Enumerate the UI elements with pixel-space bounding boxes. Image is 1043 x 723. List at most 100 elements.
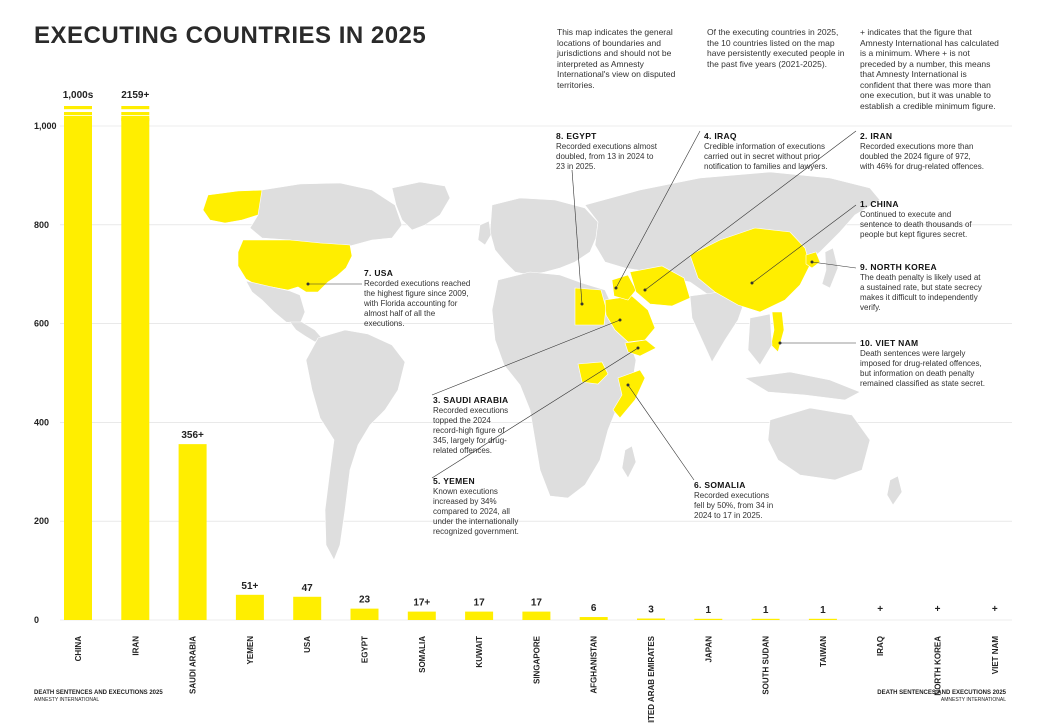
value-label: 17 (474, 598, 486, 609)
map-iraq (611, 274, 637, 301)
category-label: UNITED ARAB EMIRATES (647, 635, 656, 723)
y-tick-label: 1,000 (34, 121, 57, 131)
leader-dot (643, 288, 647, 292)
bar-break-segment (64, 118, 92, 122)
bar (407, 611, 436, 620)
leader-dot (750, 281, 754, 285)
value-label: + (992, 604, 998, 615)
bar (637, 618, 665, 620)
footer-right-title: DEATH SENTENCES AND EXECUTIONS 2025 (877, 690, 1006, 696)
bar-break-segment (64, 112, 92, 116)
note-saudi-arabia-title: 3. SAUDI ARABIA (433, 395, 509, 405)
category-label: NORTH KOREA (934, 636, 943, 696)
map-yemen (624, 339, 657, 357)
y-tick-label: 0 (34, 615, 39, 625)
map-iran (629, 265, 691, 307)
value-label: + (935, 604, 941, 615)
bar (465, 611, 494, 620)
map-japan (821, 247, 839, 289)
note-north-korea: 9. NORTH KOREA The death penalty is likel… (860, 262, 985, 313)
value-label: 1 (706, 605, 712, 616)
map-africa (491, 271, 637, 499)
map-leader-lines (306, 130, 857, 481)
category-label: IRAQ (876, 636, 885, 656)
note-egypt: 8. EGYPT Recorded executions almost doubl… (556, 131, 661, 172)
note-egypt-title: 8. EGYPT (556, 131, 597, 141)
intro-disclaimer: This map indicates the general locations… (557, 27, 676, 90)
y-tick-label: 200 (34, 516, 49, 526)
page-title: EXECUTING COUNTRIES IN 2025 (34, 22, 427, 49)
leader-line (751, 204, 857, 284)
category-label: AFGHANISTAN (590, 636, 599, 694)
bar (121, 116, 150, 620)
leader-line (431, 347, 639, 479)
note-usa-title: 7. USA (364, 268, 394, 278)
note-iraq: 4. IRAQ Credible information of execution… (704, 131, 834, 172)
note-viet-nam-text: Death sentences were largely imposed for… (860, 349, 985, 388)
value-label: 17 (531, 598, 543, 609)
value-label: 17+ (413, 598, 430, 609)
bar (235, 594, 264, 620)
value-label: 6 (591, 603, 597, 614)
value-label: 51+ (241, 581, 258, 592)
leader-line (571, 169, 583, 305)
y-axis-ticks: 0 200 400 600 800 1,000 (34, 121, 57, 625)
y-tick-label: 600 (34, 319, 49, 329)
intro-persistent-executors: Of the executing countries in 2025, the … (707, 27, 845, 69)
footer-right-org: AMNESTY INTERNATIONAL (940, 697, 1006, 703)
category-label: YEMEN (246, 636, 255, 665)
leader-dot (306, 282, 310, 286)
map-north-korea (805, 251, 821, 269)
bar (579, 617, 608, 620)
leader-line (431, 319, 621, 396)
bar-break-segment (121, 106, 150, 110)
note-viet-nam: 10. VIET NAM Death sentences were largely… (860, 338, 985, 389)
category-label: JAPAN (704, 636, 713, 663)
note-somalia-title: 6. SOMALIA (694, 480, 746, 490)
leader-dot (618, 318, 622, 322)
map-australia (767, 407, 871, 481)
value-labels: 1,000s 2159+ 356+ 51+ 47 23 17+ 17 17 6 3 1 1 1 + + + (63, 90, 998, 616)
footer-left-title: DEATH SENTENCES AND EXECUTIONS 2025 (34, 690, 163, 696)
note-usa-text: Recorded executions reached the highest … (364, 279, 471, 328)
bars (64, 106, 837, 620)
note-yemen-text: Known executions increased by 34% compar… (433, 487, 519, 536)
map-alaska (202, 189, 271, 224)
category-label: EGYPT (361, 636, 370, 663)
value-label: 47 (302, 583, 314, 594)
footer-left: DEATH SENTENCES AND EXECUTIONS 2025 AMNES… (34, 690, 163, 704)
note-yemen: 5. YEMEN Known executions increased by 34… (433, 476, 521, 537)
note-saudi-arabia: 3. SAUDI ARABIA Recorded executions toppe… (433, 395, 518, 456)
note-iran: 2. IRAN Recorded executions more than dou… (860, 131, 985, 172)
leader-dot (614, 286, 618, 290)
note-north-korea-text: The death penalty is likely used at a su… (860, 273, 982, 312)
category-label: SINGAPORE (532, 635, 541, 684)
map-china (689, 227, 811, 313)
category-label: SOMALIA (418, 636, 427, 673)
value-label: 356+ (181, 430, 204, 441)
leader-line (644, 130, 857, 291)
map-south-sudan (577, 361, 609, 385)
map-new-zealand (886, 475, 903, 506)
map-viet-nam (770, 311, 785, 353)
note-china-title: 1. CHINA (860, 199, 899, 209)
map-egypt (574, 287, 607, 326)
map-uk (477, 220, 492, 246)
value-label: 1,000s (63, 90, 94, 101)
map-somalia (612, 369, 646, 419)
category-label: KUWAIT (475, 636, 484, 668)
note-iraq-title: 4. IRAQ (704, 131, 737, 141)
note-north-korea-title: 9. NORTH KOREA (860, 262, 937, 272)
note-somalia-text: Recorded executions fell by 50%, from 34… (694, 491, 774, 520)
note-iran-text: Recorded executions more than doubled th… (860, 142, 984, 171)
bar-break-segment (121, 118, 150, 122)
world-map (202, 171, 903, 561)
footer-left-org: AMNESTY INTERNATIONAL (34, 697, 100, 703)
category-label: IRAN (131, 636, 140, 656)
category-label: SAUDI ARABIA (189, 636, 198, 694)
value-label: 1 (763, 605, 769, 616)
value-label: 3 (648, 605, 654, 616)
category-label: SOUTH SUDAN (762, 636, 771, 695)
footer-right: DEATH SENTENCES AND EXECUTIONS 2025 AMNES… (872, 690, 1006, 704)
